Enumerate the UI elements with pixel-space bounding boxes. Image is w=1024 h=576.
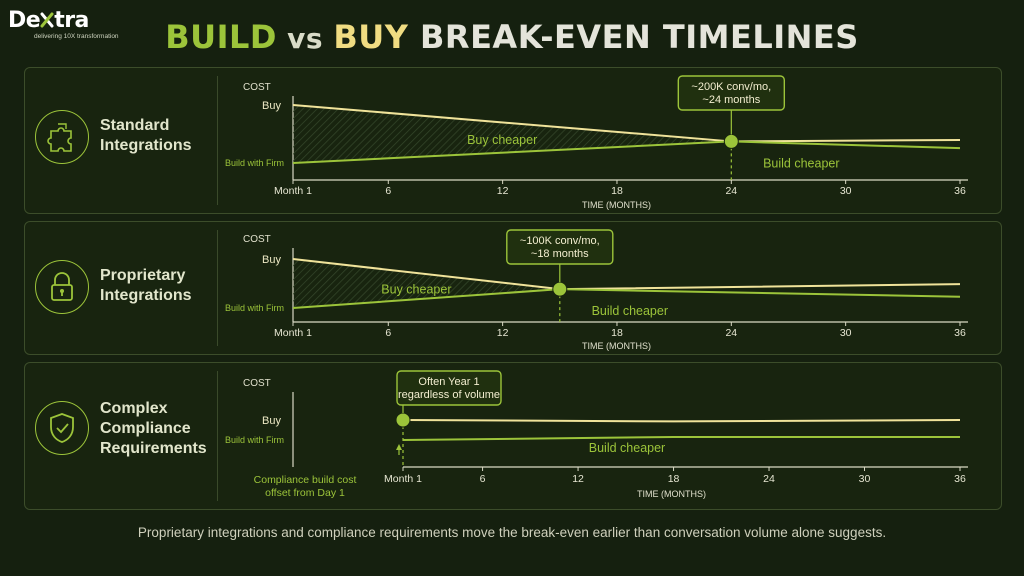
buy-cheaper-region	[293, 105, 732, 163]
x-tick-label: 12	[497, 327, 509, 339]
x-tick-label: 12	[572, 473, 584, 485]
annotation-arrowhead	[396, 444, 402, 450]
divider	[217, 230, 218, 346]
y-axis-label: COST	[243, 378, 271, 389]
x-axis-label: TIME (MONTHS)	[582, 341, 651, 351]
series-label-buy: Buy	[262, 415, 281, 427]
breakeven-point	[723, 133, 739, 149]
panel-standard-integrations: Standard Integrations COST Month 1 6 12 18 24…	[24, 67, 1002, 214]
x-tick-label: 18	[611, 327, 623, 339]
x-tick-label: 24	[725, 327, 737, 339]
panel-complex-compliance: Complex Compliance Requirements COST Mont…	[24, 362, 1002, 510]
logo-text-end: tra	[54, 8, 89, 33]
logo-tagline: delivering 10X transformation	[34, 33, 119, 40]
series-label-build: Build with Firm	[225, 303, 284, 313]
panel-title: Standard Integrations	[100, 116, 192, 156]
footer-note: Proprietary integrations and compliance …	[137, 525, 887, 540]
x-tick-label: 6	[480, 473, 486, 485]
panel-title-line: Requirements	[100, 440, 207, 457]
buy-cheaper-region	[293, 259, 560, 308]
x-tick-label: 36	[954, 473, 966, 485]
x-tick-label: 30	[859, 473, 871, 485]
x-axis-label: TIME (MONTHS)	[582, 200, 651, 210]
lock-icon	[35, 260, 89, 314]
callout-line2: ~18 months	[531, 248, 589, 260]
title-buy: BUY	[333, 18, 409, 56]
callout-line2: regardless of volume	[398, 389, 500, 401]
series-label-buy: Buy	[262, 254, 281, 266]
panel-title-line: Standard	[100, 117, 170, 134]
callout-line1: ~100K conv/mo,	[520, 235, 600, 247]
title-build: BUILD	[165, 18, 277, 56]
breakeven-callout	[506, 229, 614, 265]
panel-title-line: Integrations	[100, 137, 192, 154]
breakeven-point	[552, 281, 568, 297]
build-line	[402, 436, 960, 441]
x-tick-label: 30	[840, 185, 852, 197]
region-label-build-cheaper: Build cheaper	[763, 156, 839, 170]
breakeven-callout	[677, 75, 786, 111]
panel-title-line: Integrations	[100, 287, 192, 304]
x-tick-label: 36	[954, 185, 966, 197]
annotation-line1: Compliance build cost	[254, 474, 357, 486]
x-tick-label: 30	[840, 327, 852, 339]
series-label-buy: Buy	[262, 100, 281, 112]
series-label-build: Build with Firm	[225, 435, 284, 445]
region-label-build-cheaper: Build cheaper	[589, 441, 665, 455]
x-axis-label: TIME (MONTHS)	[637, 489, 706, 499]
x-tick-label: Month 1	[274, 327, 312, 339]
callout-line2: ~24 months	[702, 94, 760, 106]
x-tick-label: 18	[668, 473, 680, 485]
x-tick-label: 24	[763, 473, 775, 485]
chart-complex-compliance: COST Month 1 6 12 18 24 30 36 TIME (MONTHS) Buy Bu…	[225, 370, 968, 499]
x-tick-label: 6	[385, 185, 391, 197]
series-label-build: Build with Firm	[225, 158, 284, 168]
logo-x-icon	[40, 10, 54, 28]
callout-line1: ~200K conv/mo,	[691, 81, 771, 93]
logo-wordmark: De tra	[8, 8, 119, 34]
title-vs: vs	[276, 22, 334, 55]
panel-proprietary-integrations: Proprietary Integrations COST Month 1 6 12 1…	[24, 221, 1002, 355]
panel-title: Proprietary Integrations	[100, 266, 192, 306]
callout-line1: Often Year 1	[418, 376, 479, 388]
page-title: BUILD vs BUY BREAK-EVEN TIMELINES	[0, 18, 1024, 56]
annotation-line2: offset from Day 1	[265, 487, 345, 499]
buy-line	[402, 419, 961, 423]
logo: De tra delivering 10X transformation	[8, 8, 119, 40]
title-rest: BREAK-EVEN TIMELINES	[408, 18, 859, 56]
x-tick-label: 24	[725, 185, 737, 197]
chart-proprietary-integrations: COST Month 1 6 12 18 24 30 36 TIME (MONTHS) Buy Bu…	[225, 229, 968, 351]
x-tick-label: 18	[611, 185, 623, 197]
x-tick-label: 12	[497, 185, 509, 197]
y-axis-label: COST	[243, 234, 271, 245]
x-tick-label: 36	[954, 327, 966, 339]
panel-title: Complex Compliance Requirements	[100, 399, 207, 459]
y-axis-label: COST	[243, 82, 271, 93]
divider	[217, 76, 218, 205]
breakeven-point	[395, 412, 411, 428]
region-label-buy-cheaper: Buy cheaper	[467, 133, 537, 147]
x-tick-label: Month 1	[274, 185, 312, 197]
chart-standard-integrations: COST Month 1 6 12 18 24 30 36 TIME (MONTHS) Buy Bu…	[225, 75, 968, 210]
puzzle-icon	[35, 110, 89, 164]
panel-title-line: Proprietary	[100, 267, 186, 284]
panel-title-line: Complex	[100, 400, 168, 417]
region-label-build-cheaper: Build cheaper	[592, 304, 668, 318]
x-tick-label: 6	[385, 327, 391, 339]
logo-text-start: De	[8, 8, 41, 33]
breakeven-callout	[396, 370, 502, 406]
x-tick-label: Month 1	[384, 473, 422, 485]
region-label-buy-cheaper: Buy cheaper	[381, 283, 451, 297]
panel-title-line: Compliance	[100, 420, 191, 437]
shield-check-icon	[35, 401, 89, 455]
divider	[217, 371, 218, 501]
